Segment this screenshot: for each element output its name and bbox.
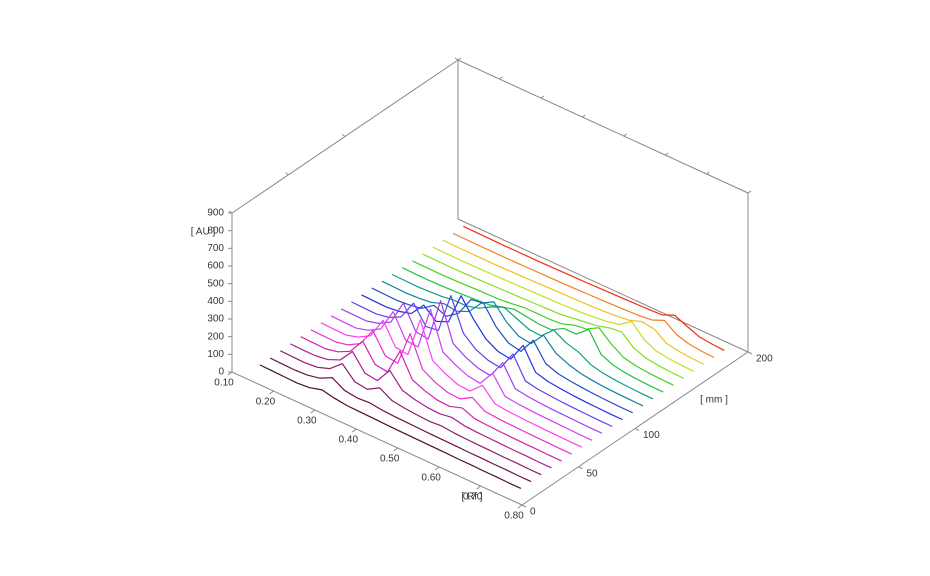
tick-mark: [499, 76, 503, 80]
z-tick-label: 200: [756, 354, 773, 365]
densitogram-line: [432, 246, 695, 372]
densitogram-line: [351, 294, 613, 428]
densitogram-line: [279, 350, 542, 476]
densitogram-line: [391, 273, 654, 400]
x-tick-label: 0.60: [421, 473, 441, 484]
densitogram-line: [442, 239, 705, 365]
densitogram-line: [259, 364, 522, 490]
y-axis-label: [ AU ]: [191, 227, 216, 238]
tick-mark: [582, 114, 586, 118]
y-tick-label: 700: [207, 243, 224, 254]
tick-mark: [393, 447, 399, 452]
x-tick-label: 0.40: [339, 435, 359, 446]
tick-mark: [227, 371, 233, 376]
densitogram-line: [269, 357, 532, 483]
y-tick-label: 900: [207, 208, 224, 219]
tick-mark: [228, 210, 233, 214]
densitogram-line: [381, 280, 644, 407]
axis-line: [231, 371, 523, 506]
tick-mark: [578, 466, 583, 470]
tick-mark: [341, 134, 346, 137]
densitogram-line: [290, 343, 552, 469]
tick-mark: [434, 466, 440, 471]
y-tick-label: 0: [218, 367, 224, 378]
x-tick-label: 0.30: [297, 416, 317, 427]
densitogram-line: [412, 260, 674, 386]
tick-mark: [457, 57, 462, 61]
densitogram-line: [320, 319, 583, 448]
y-tick-label: 800: [207, 225, 224, 236]
tick-mark: [517, 504, 523, 509]
tick-mark: [623, 133, 627, 137]
densitogram-line: [452, 232, 715, 359]
tick-mark: [706, 171, 710, 175]
z-tick-label: 100: [643, 430, 660, 441]
densitogram-line: [422, 253, 684, 379]
tick-mark: [747, 190, 752, 194]
densitogram-line: [300, 336, 562, 462]
tick-mark: [540, 95, 545, 99]
y-tick-label: 100: [207, 349, 224, 360]
axis-line: [457, 218, 749, 353]
y-tick-label: 400: [207, 296, 224, 307]
x-axis-label: [ Rf ]: [461, 492, 482, 503]
tick-mark: [454, 57, 459, 61]
y-tick-label: 500: [207, 278, 224, 289]
x-tick-label: 0.10: [214, 378, 234, 389]
tick-mark: [269, 390, 274, 395]
tick-mark: [747, 351, 753, 355]
tick-mark: [634, 428, 640, 431]
densitogram-line: [463, 225, 725, 351]
y-tick-label: 600: [207, 261, 224, 272]
densitogram-line: [401, 267, 664, 393]
z-tick-label: 0: [530, 507, 536, 518]
tick-mark: [351, 428, 357, 433]
z-axis-label: [ mm ]: [700, 395, 728, 406]
x-tick-label: 0.50: [380, 454, 400, 465]
x-tick-label: 0.80: [504, 511, 524, 522]
z-tick-label: 50: [587, 468, 599, 479]
x-tick-label: 0.20: [256, 397, 276, 408]
densitogram-line: [310, 329, 572, 455]
y-tick-label: 300: [207, 314, 224, 325]
x-tick-label: 0.70: [463, 492, 483, 503]
tick-mark: [664, 152, 669, 156]
tick-mark: [285, 172, 289, 176]
axis-line: [457, 59, 749, 194]
y-tick-label: 200: [207, 331, 224, 342]
tick-mark: [521, 504, 527, 508]
densitogram-line: [330, 308, 593, 441]
tick-mark: [476, 485, 481, 490]
tick-mark: [310, 409, 316, 414]
